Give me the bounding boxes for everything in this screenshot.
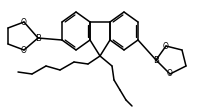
Text: B: B: [153, 56, 159, 64]
Text: O: O: [163, 42, 169, 51]
Text: O: O: [167, 69, 173, 78]
Text: O: O: [21, 46, 27, 55]
Text: O: O: [21, 18, 27, 27]
Text: B: B: [35, 34, 41, 43]
